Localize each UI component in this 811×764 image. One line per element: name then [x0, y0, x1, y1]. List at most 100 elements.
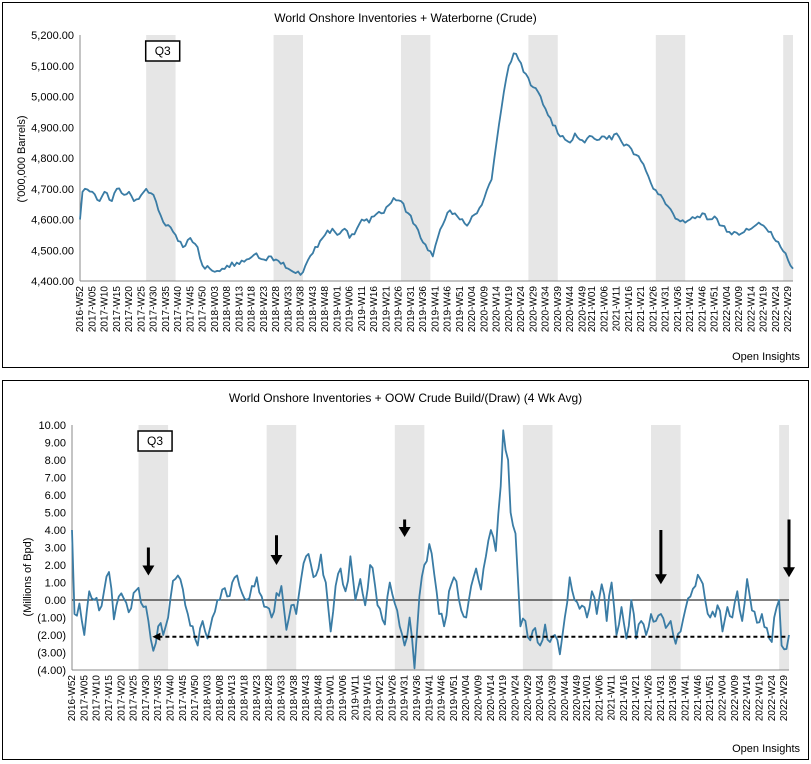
- x-tick-label: 2020-W49: [572, 675, 583, 722]
- x-tick-label: 2021-W41: [681, 675, 692, 722]
- x-tick-label: 2021-W31: [656, 675, 667, 722]
- y-tick-label: 4,400.00: [31, 276, 74, 288]
- x-tick-label: 2018-W43: [308, 286, 319, 333]
- x-tick-label: 2017-W20: [116, 675, 127, 722]
- reference-arrowhead: [152, 632, 161, 641]
- x-tick-label: 2021-W01: [582, 675, 593, 722]
- x-tick-label: 2020-W24: [511, 675, 522, 722]
- x-tick-label: 2018-W33: [276, 675, 287, 722]
- x-tick-label: 2018-W48: [320, 286, 331, 333]
- y-tick-label: 8.00: [45, 455, 66, 467]
- x-tick-label: 2021-W51: [710, 286, 721, 333]
- y-tick-label: 4,600.00: [31, 215, 74, 227]
- x-tick-label: 2022-W04: [717, 675, 728, 722]
- x-tick-label: 2018-W43: [301, 675, 312, 722]
- down-arrow-head: [654, 574, 667, 585]
- y-tick-label: 4,500.00: [31, 245, 74, 257]
- x-tick-label: 2019-W21: [381, 286, 392, 333]
- chart-title: World Onshore Inventories + OOW Crude Bu…: [228, 391, 583, 405]
- x-tick-label: 2017-W15: [104, 675, 115, 722]
- x-tick-label: 2022-W14: [742, 675, 753, 722]
- source-credit: Open Insights: [732, 351, 800, 363]
- y-tick-label: (3.00): [37, 648, 66, 660]
- x-tick-label: 2021-W46: [697, 286, 708, 333]
- x-tick-label: 2018-W18: [239, 675, 250, 722]
- x-tick-label: 2021-W41: [685, 286, 696, 333]
- y-tick-label: 5,100.00: [31, 61, 74, 73]
- y-tick-label: 6.00: [45, 490, 66, 502]
- q3-annotation-box: [137, 430, 173, 452]
- x-tick-label: 2017-W50: [190, 675, 201, 722]
- series-line: [79, 52, 794, 276]
- x-tick-label: 2020-W49: [577, 286, 588, 333]
- x-tick-label: 2019-W31: [400, 675, 411, 722]
- x-tick-label: 2019-W01: [326, 675, 337, 722]
- x-tick-label: 2021-W21: [631, 675, 642, 722]
- x-tick-label: 2018-W38: [296, 286, 307, 333]
- q3-shaded-band: [146, 35, 176, 281]
- x-tick-label: 2020-W29: [528, 286, 539, 333]
- x-tick-label: 2017-W05: [79, 675, 90, 722]
- x-tick-label: 2017-W25: [136, 286, 147, 333]
- y-tick-label: (1.00): [37, 613, 66, 625]
- y-tick-label: 2.00: [45, 560, 66, 572]
- x-tick-label: 2019-W11: [350, 675, 361, 721]
- x-tick-label: 2017-W15: [112, 286, 123, 333]
- x-tick-label: 2022-W29: [779, 675, 790, 722]
- x-tick-label: 2021-W11: [612, 286, 623, 332]
- x-tick-label: 2020-W34: [535, 675, 546, 722]
- x-tick-label: 2017-W40: [173, 286, 184, 333]
- x-tick-label: 2020-W09: [474, 675, 485, 722]
- x-tick-label: 2021-W51: [705, 675, 716, 722]
- x-tick-label: 2021-W11: [607, 675, 618, 721]
- x-tick-label: 2021-W31: [661, 286, 672, 333]
- q3-shaded-band: [655, 35, 686, 281]
- x-tick-label: 2020-W19: [504, 286, 515, 333]
- x-tick-label: 2020-W19: [498, 675, 509, 722]
- x-tick-label: 2017-W50: [198, 286, 209, 333]
- x-tick-label: 2022-W09: [730, 675, 741, 722]
- build-draw-chart-panel: World Onshore Inventories + OOW Crude Bu…: [2, 380, 809, 760]
- x-tick-label: 2019-W46: [443, 286, 454, 333]
- x-tick-label: 2022-W29: [783, 286, 794, 333]
- x-tick-label: 2022-W19: [754, 675, 765, 722]
- y-tick-label: (4.00): [37, 665, 66, 677]
- q3-shaded-band: [138, 425, 169, 670]
- x-tick-label: 2021-W16: [624, 286, 635, 333]
- x-tick-label: 2020-W14: [492, 286, 503, 333]
- y-tick-label: 4.00: [45, 525, 66, 537]
- x-tick-label: 2018-W23: [259, 286, 270, 333]
- q3-shaded-band: [400, 35, 431, 281]
- x-tick-label: 2021-W46: [693, 675, 704, 722]
- x-tick-label: 2018-W33: [283, 286, 294, 333]
- q3-annotation-box: [144, 40, 181, 62]
- x-tick-label: 2020-W04: [461, 675, 472, 722]
- x-tick-label: 2022-W04: [722, 286, 733, 333]
- y-tick-label: 4,800.00: [31, 153, 74, 165]
- y-tick-label: 4,900.00: [31, 122, 74, 134]
- inventories-chart-svg: 4,400.00 4,500.00 4,600.00 4,700.00 4,800.00…: [31, 30, 794, 333]
- x-tick-label: 2017-W35: [153, 675, 164, 722]
- x-tick-label: 2022-W09: [734, 286, 745, 333]
- x-tick-label: 2019-W16: [363, 675, 374, 722]
- x-tick-label: 2020-W44: [560, 675, 571, 722]
- x-tick-label: 2019-W21: [375, 675, 386, 722]
- x-tick-label: 2016-W52: [75, 286, 86, 333]
- x-tick-label: 2020-W39: [553, 286, 564, 333]
- x-tick-label: 2019-W36: [412, 675, 423, 722]
- down-arrow-head: [783, 567, 795, 578]
- x-tick-label: 2019-W41: [424, 675, 435, 722]
- down-arrow-head: [398, 527, 411, 537]
- y-tick-label: 1.00: [45, 578, 66, 590]
- x-tick-label: 2021-W21: [636, 286, 647, 333]
- x-tick-label: 2019-W26: [394, 286, 405, 333]
- series-line: [71, 429, 790, 670]
- q3-annotation-label: Q3: [147, 434, 163, 448]
- x-tick-label: 2018-W18: [247, 286, 258, 333]
- x-tick-label: 2020-W04: [467, 286, 478, 333]
- x-tick-label: 2017-W45: [185, 286, 196, 333]
- x-tick-label: 2018-W28: [271, 286, 282, 333]
- x-tick-label: 2019-W51: [449, 675, 460, 722]
- x-tick-label: 2019-W46: [437, 675, 448, 722]
- x-tick-label: 2018-W08: [222, 286, 233, 333]
